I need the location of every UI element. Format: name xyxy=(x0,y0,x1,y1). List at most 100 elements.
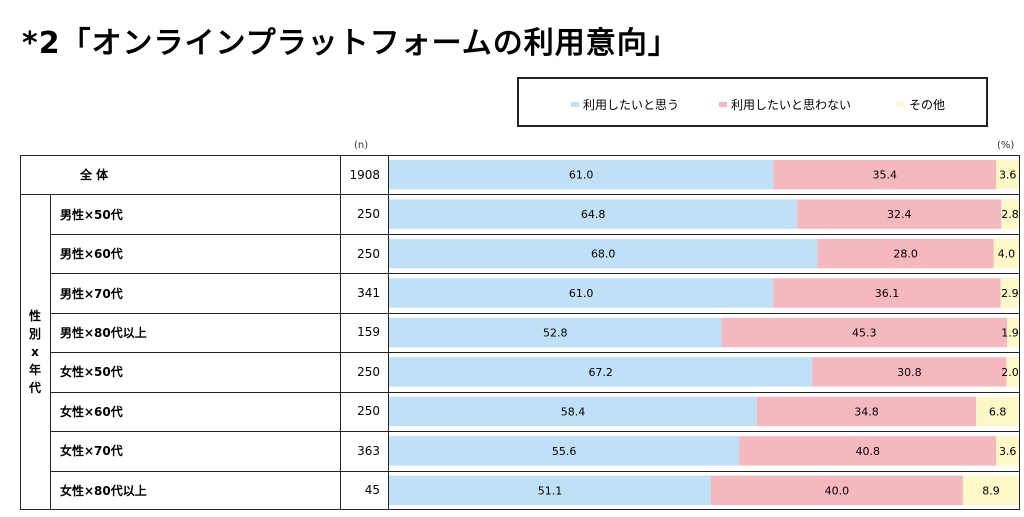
bar-value-label-want: 52.8 xyxy=(543,327,568,340)
bar-value-label-not-want: 45.3 xyxy=(852,327,877,340)
bar-segment-not-want xyxy=(817,238,994,269)
legend-swatch-not-want xyxy=(719,102,727,107)
row-n-value: 341 xyxy=(357,286,380,301)
group-label-char: 年 xyxy=(28,363,41,378)
bar-value-label-not-want: 35.4 xyxy=(873,169,898,182)
legend-label-other: その他 xyxy=(909,98,946,112)
bar-value-label-not-want: 34.8 xyxy=(854,405,879,418)
bar-value-label-not-want: 40.8 xyxy=(856,445,881,458)
bar-value-label-want: 67.2 xyxy=(588,366,613,379)
bar-segment-not-want xyxy=(773,160,997,190)
group-label-char: x xyxy=(31,345,39,360)
column-divider-label xyxy=(340,155,341,510)
bar-value-label-want: 64.8 xyxy=(581,208,606,221)
bar-value-label-not-want: 30.8 xyxy=(897,366,922,379)
bar-segment-want xyxy=(389,278,774,308)
row-divider xyxy=(20,194,1020,195)
row-divider xyxy=(50,273,1020,274)
row-label: 男性×70代 xyxy=(60,286,123,301)
bar-segment-not-want xyxy=(756,396,977,427)
bar-segment-other xyxy=(1006,357,1019,387)
bar-segment-want xyxy=(389,160,774,190)
page-title: *2「オンラインプラットフォームの利用意向」 xyxy=(22,26,679,61)
bar-segment-other xyxy=(996,160,1019,190)
bar-segment-other xyxy=(1000,278,1019,308)
bar-segment-other xyxy=(1007,317,1019,348)
row-n-value: 363 xyxy=(357,443,380,458)
row-n-value: 45 xyxy=(364,483,380,498)
bar-segment-other xyxy=(996,436,1019,466)
row-label: 女性×50代 xyxy=(60,365,123,380)
legend-swatch-other xyxy=(897,102,905,107)
bar-segment-other xyxy=(976,396,1019,427)
bar-value-label-other: 2.0 xyxy=(1001,366,1019,379)
percent-unit-label: (%) xyxy=(997,140,1015,151)
bar-segment-not-want xyxy=(739,436,997,466)
row-n-value: 250 xyxy=(357,404,380,419)
row-n-value: 1908 xyxy=(349,167,380,182)
row-divider xyxy=(50,431,1020,432)
bar-segment-not-want xyxy=(773,278,1001,308)
bar-value-label-other: 2.8 xyxy=(1001,208,1019,221)
bar-value-label-other: 3.6 xyxy=(999,445,1017,458)
row-n-value: 250 xyxy=(357,246,380,261)
bar-value-label-other: 4.0 xyxy=(998,248,1016,261)
bar-segment-want xyxy=(389,238,818,269)
bar-value-label-want: 51.1 xyxy=(538,484,563,497)
bar-segment-not-want xyxy=(797,199,1002,229)
stacked-bar-chart: 61.0 35.4 3.6 64.8 32.4 2.8 68.0 28.0 4.0 61.0 36.… xyxy=(389,160,1019,505)
row-divider xyxy=(50,471,1020,472)
n-unit-label: (n) xyxy=(354,140,369,151)
legend-item-not-want: 利用したいと思わない xyxy=(719,96,851,113)
row-n-value: 250 xyxy=(357,207,380,222)
row-divider xyxy=(50,234,1020,235)
table-border-right xyxy=(1019,155,1020,510)
table-border-top xyxy=(20,155,1020,156)
bar-segment-not-want xyxy=(721,317,1007,348)
bar-segment-want xyxy=(389,436,740,466)
legend-label-want: 利用したいと思う xyxy=(583,98,680,112)
bar-segment-not-want xyxy=(812,357,1007,387)
legend-swatch-want xyxy=(571,102,579,107)
bar-segment-not-want xyxy=(710,475,963,505)
row-label: 女性×60代 xyxy=(60,404,123,419)
group-label-char: 性 xyxy=(28,309,41,324)
row-n-value: 159 xyxy=(357,325,380,340)
bar-segment-other xyxy=(962,475,1019,505)
row-label: 全 体 xyxy=(80,168,109,183)
table-border-left xyxy=(20,155,21,510)
bar-value-label-want: 55.6 xyxy=(552,445,577,458)
bar-segment-want xyxy=(389,475,711,505)
legend-item-want: 利用したいと思う xyxy=(571,96,679,113)
bar-value-label-not-want: 28.0 xyxy=(893,248,918,261)
chart-legend: 利用したいと思う 利用したいと思わない その他 xyxy=(517,77,988,127)
bar-value-label-not-want: 36.1 xyxy=(875,287,900,300)
row-label: 女性×80代以上 xyxy=(60,483,147,498)
group-label-char: 代 xyxy=(28,381,41,396)
bar-value-label-other: 3.6 xyxy=(999,169,1017,182)
bar-segment-want xyxy=(389,357,813,387)
column-divider-n xyxy=(388,155,389,510)
row-divider xyxy=(50,313,1020,314)
bar-segment-want xyxy=(389,396,757,427)
bar-value-label-other: 1.9 xyxy=(1001,327,1019,340)
bar-value-label-other: 8.9 xyxy=(982,484,1000,497)
bar-value-label-not-want: 32.4 xyxy=(887,208,912,221)
row-label: 男性×60代 xyxy=(60,247,123,262)
bar-segment-other xyxy=(993,238,1019,269)
legend-label-not-want: 利用したいと思わない xyxy=(731,98,852,112)
row-label: 男性×80代以上 xyxy=(60,325,147,340)
bar-value-label-want: 68.0 xyxy=(591,248,616,261)
table-border-bottom xyxy=(20,509,1020,510)
row-divider xyxy=(50,352,1020,353)
group-label-char: 別 xyxy=(28,327,41,342)
bar-value-label-other: 2.9 xyxy=(1001,287,1019,300)
bar-segment-want xyxy=(389,317,722,348)
bar-value-label-not-want: 40.0 xyxy=(825,484,850,497)
legend-item-other: その他 xyxy=(897,96,945,113)
bar-segment-other xyxy=(1001,199,1019,229)
row-label: 男性×50代 xyxy=(60,207,123,222)
bar-value-label-want: 61.0 xyxy=(569,169,594,182)
